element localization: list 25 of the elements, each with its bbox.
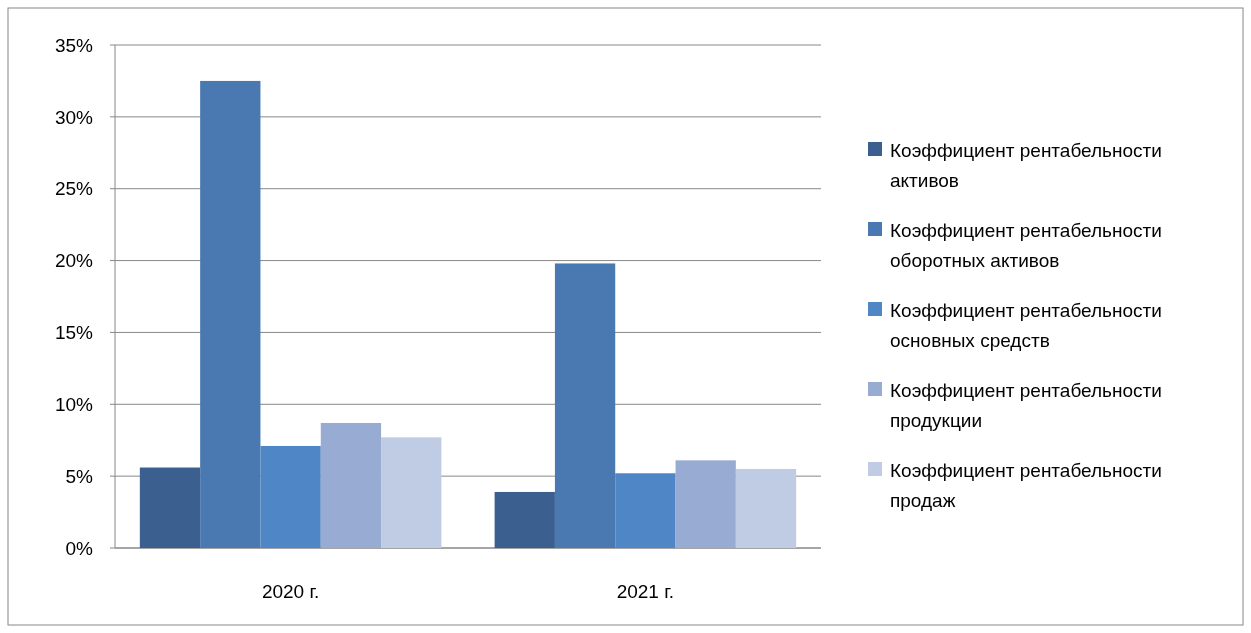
bar (320, 422, 382, 548)
x-tick-label: 2021 г. (616, 581, 675, 602)
legend-label: Коэффициент рентабельности продаж (890, 459, 1162, 512)
bar (260, 445, 321, 548)
bar (735, 468, 797, 548)
bar (381, 437, 442, 548)
y-tick-label: 10% (54, 393, 94, 415)
bar (200, 80, 261, 548)
bar (615, 473, 676, 548)
y-tick-label: 30% (54, 106, 94, 128)
legend-label: Коэффициент рентабельности основных средств (890, 299, 1162, 352)
bar (554, 263, 616, 548)
bar (675, 460, 736, 548)
y-tick-label: 20% (54, 250, 94, 272)
y-tick-label: 0% (65, 537, 94, 559)
y-tick-label: 5% (65, 465, 94, 487)
bar (494, 491, 555, 548)
y-tick-label: 35% (54, 34, 94, 56)
y-tick-label: 15% (54, 322, 94, 344)
bar (139, 467, 201, 548)
y-tick-label: 25% (54, 178, 94, 200)
legend-label: Коэффициент рентабельности продукции (890, 379, 1162, 432)
legend-label: Коэффициент рентабельности оборотных активов (890, 219, 1162, 272)
legend-label: Коэффициент рентабельности активов (890, 139, 1162, 192)
x-tick-label: 2020 г. (261, 581, 320, 602)
